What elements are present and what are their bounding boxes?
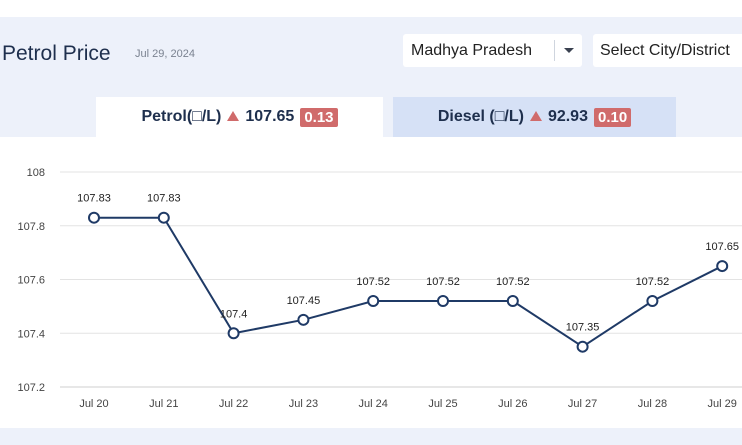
data-label: 107.83 (147, 193, 181, 205)
data-point (157, 211, 170, 224)
data-point (716, 260, 729, 273)
page-title: Petrol Price (2, 42, 111, 65)
select-divider (554, 40, 555, 61)
x-tick-label: Jul 29 (708, 398, 737, 410)
data-label: 107.52 (356, 276, 390, 288)
data-point (297, 313, 310, 326)
trend-up-icon (529, 111, 542, 121)
y-tick-label: 107.4 (17, 328, 45, 340)
y-tick-label: 107.6 (17, 275, 45, 287)
tab-diesel-label: Diesel (□/L) (437, 108, 524, 125)
tab-petrol-change-badge: 0.13 (300, 107, 338, 127)
x-tick-label: Jul 28 (638, 398, 667, 410)
data-label: 107.52 (496, 276, 530, 288)
city-select-placeholder: Select City/District (600, 41, 730, 59)
price-line-chart: 107.2 107.4 107.6 107.8 108 Jul 20 Jul 21 Jul 2… (17, 167, 742, 410)
x-tick-label: Jul 20 (79, 398, 108, 410)
city-select[interactable]: Select City/District (593, 34, 742, 67)
chevron-down-icon[interactable] (564, 48, 574, 53)
trend-up-icon (227, 111, 240, 121)
data-point (88, 211, 100, 224)
tab-diesel[interactable]: Diesel (□/L) 92.93 0.10 (393, 97, 676, 137)
x-tick-label: Jul 24 (359, 398, 388, 410)
tab-diesel-price: 92.93 (547, 108, 588, 125)
tab-petrol[interactable]: Petrol(□/L) 107.65 0.13 (96, 97, 383, 137)
data-label: 107.83 (77, 193, 111, 205)
series-line (94, 216, 723, 348)
data-label: 107.4 (220, 308, 248, 320)
y-tick-label: 107.2 (17, 382, 45, 394)
data-point (367, 295, 380, 307)
data-point (506, 295, 519, 307)
data-label: 107.45 (287, 295, 321, 307)
data-label: 107.52 (636, 276, 670, 288)
tab-petrol-label: Petrol(□/L) (141, 108, 222, 125)
data-point (227, 327, 240, 340)
data-label: 107.65 (705, 241, 739, 253)
data-point (437, 295, 449, 307)
x-tick-label: Jul 23 (289, 398, 318, 410)
x-tick-label: Jul 26 (498, 398, 527, 410)
price-date: Jul 29, 2024 (135, 48, 195, 60)
data-label: 107.35 (566, 322, 600, 334)
state-select-value: Madhya Pradesh (411, 41, 532, 59)
tab-petrol-price: 107.65 (245, 108, 295, 125)
x-tick-label: Jul 25 (428, 398, 457, 410)
data-label: 107.52 (426, 276, 460, 288)
state-select[interactable]: Madhya Pradesh (403, 34, 582, 67)
x-tick-label: Jul 27 (568, 398, 597, 410)
x-tick-label: Jul 22 (219, 398, 248, 410)
x-tick-label: Jul 21 (149, 398, 178, 410)
data-point (646, 295, 659, 307)
chart-card: 107.2 107.4 107.6 107.8 108 Jul 20 Jul 21 Jul 2… (0, 137, 742, 428)
tab-diesel-change-badge: 0.10 (593, 107, 632, 127)
data-point (576, 340, 589, 353)
y-tick-label: 107.8 (17, 221, 45, 233)
y-tick-label: 108 (27, 167, 45, 179)
